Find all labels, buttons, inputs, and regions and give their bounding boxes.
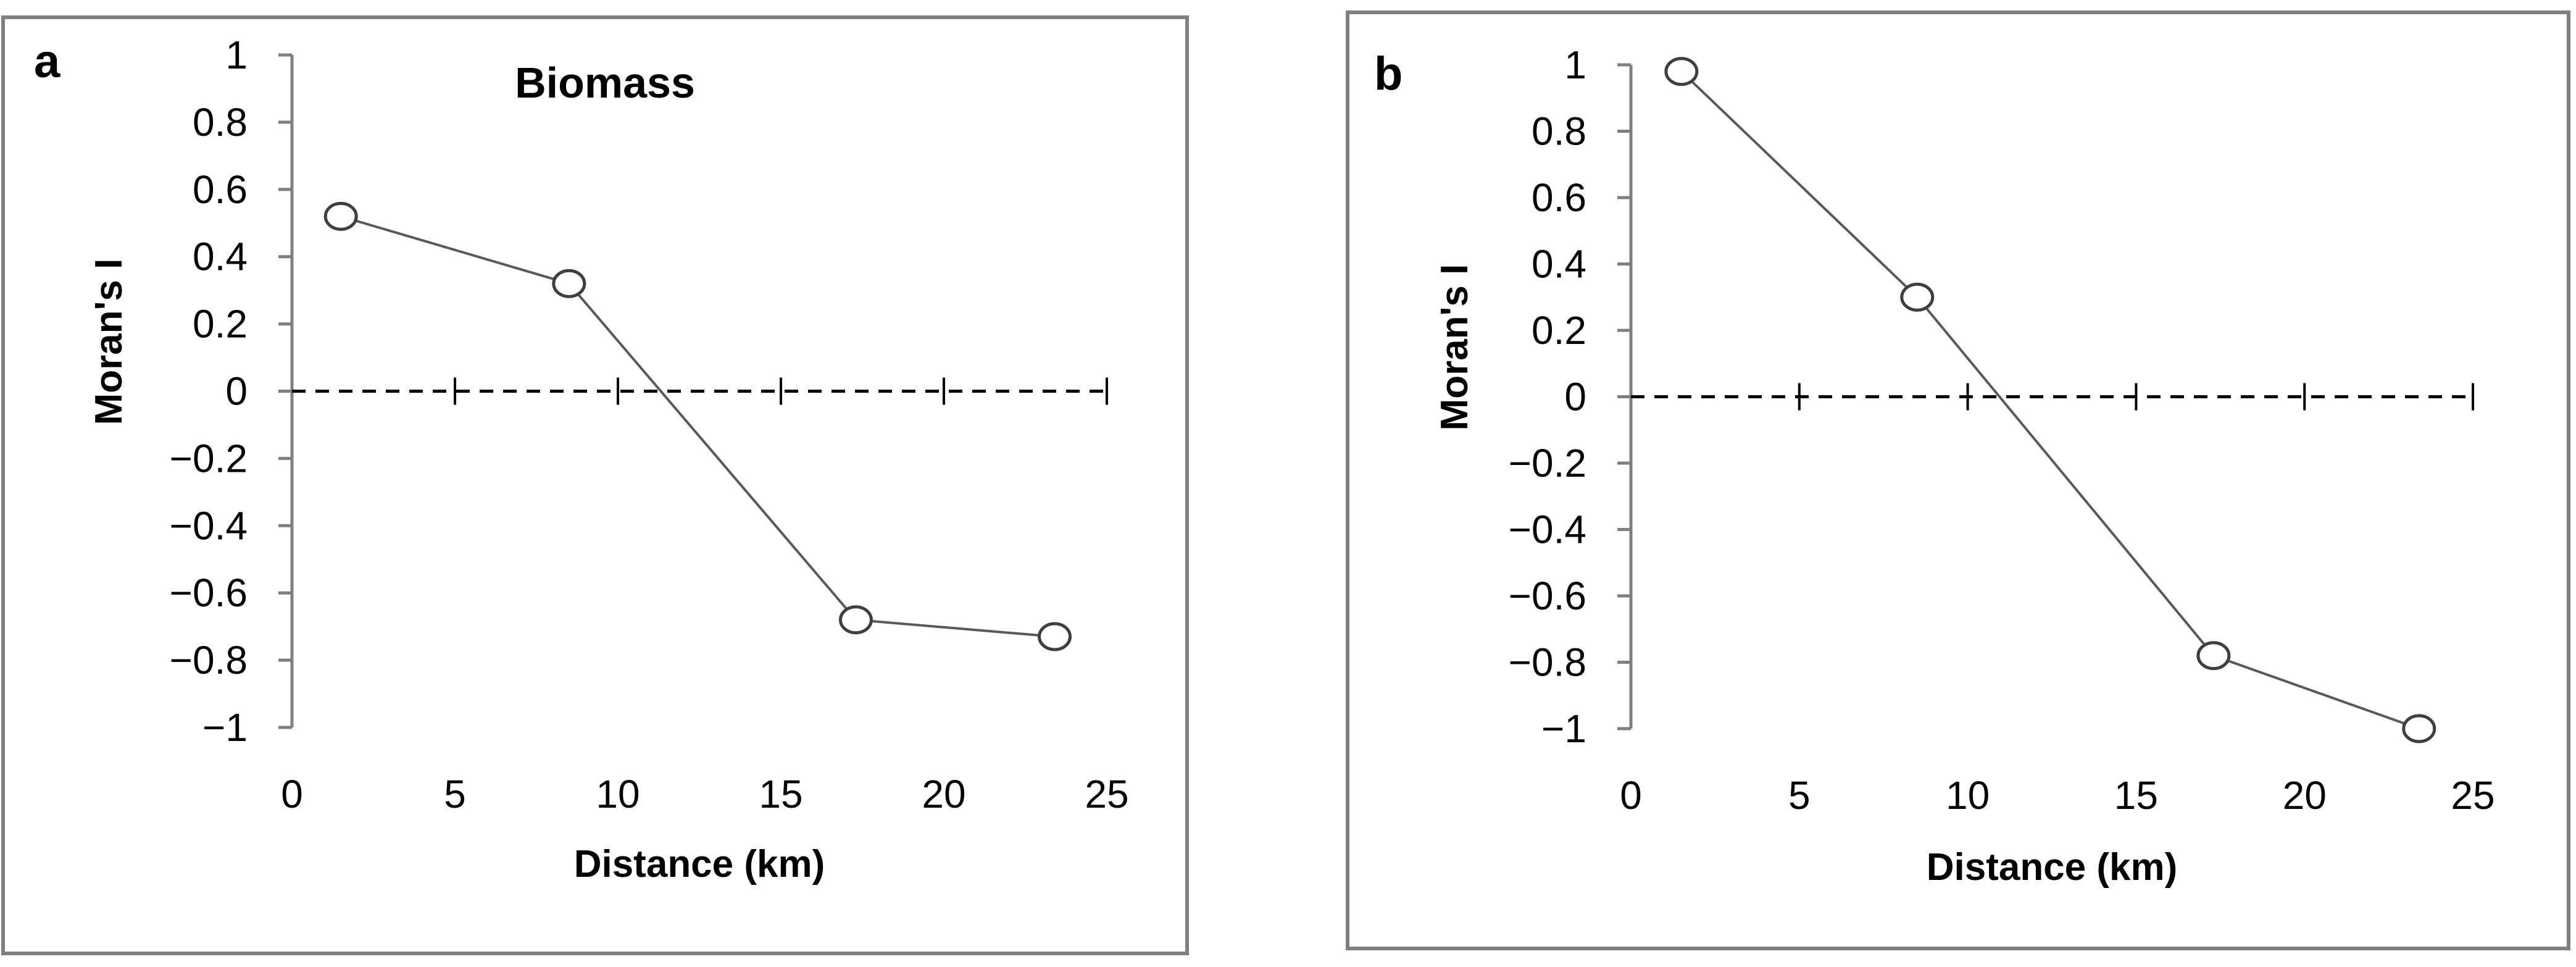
y-tick-label: 0.2 <box>193 302 248 346</box>
x-tick-label: 15 <box>2114 773 2158 818</box>
data-point <box>552 269 586 298</box>
panel-label: b <box>1374 48 1403 100</box>
y-tick-label: 0 <box>225 369 248 414</box>
panel-frame <box>1346 10 2570 950</box>
x-tick-label: 15 <box>759 772 802 816</box>
y-tick-label: 0.6 <box>193 167 248 212</box>
x-axis-title: Distance (km) <box>1927 846 2178 889</box>
data-point <box>323 201 358 231</box>
y-tick-label: −0.8 <box>170 638 248 682</box>
y-tick-label: 0.6 <box>1532 175 1586 220</box>
panel-frame <box>1 15 1189 955</box>
x-tick-label: 10 <box>1946 773 1990 818</box>
x-axis-title: Distance (km) <box>574 843 825 885</box>
y-tick-label: −1 <box>202 705 248 750</box>
x-tick-label: 25 <box>1085 772 1128 816</box>
chart-panel-b: 1 0.8 0.6 0.4 0.2 0 −0.2 −0.4 −0.6 −0.8 −1 0 5 10 15 20… <box>1346 10 2570 950</box>
y-tick-label: 0.8 <box>1532 109 1586 154</box>
x-tick-label: 20 <box>922 772 965 816</box>
panel-label: a <box>34 35 60 88</box>
data-point <box>2402 714 2436 743</box>
x-tick-label: 20 <box>2283 773 2327 818</box>
series-line <box>340 215 1055 638</box>
y-tick-label: −0.8 <box>1509 640 1586 685</box>
y-tick-label: 0 <box>1564 375 1586 419</box>
data-point <box>838 605 873 635</box>
chart-title: Biomass <box>515 59 695 107</box>
y-tick-label: 0.2 <box>1532 308 1586 353</box>
y-tick-label: −0.4 <box>1509 508 1586 552</box>
data-point <box>1900 282 1935 312</box>
series-line <box>1680 70 2420 730</box>
y-axis-title: Moran's I <box>1433 264 1476 431</box>
y-tick-label: −0.2 <box>170 436 248 480</box>
data-point <box>1664 57 1699 86</box>
x-tick-label: 0 <box>281 772 303 816</box>
y-tick-label: 1 <box>1564 43 1586 87</box>
x-tick-label: 5 <box>444 772 466 816</box>
y-tick-label: 1 <box>225 33 248 77</box>
y-tick-label: 0.8 <box>193 100 248 144</box>
x-tick-label: 0 <box>1620 773 1642 818</box>
x-tick-label: 5 <box>1788 773 1811 818</box>
x-tick-label: 10 <box>596 772 640 816</box>
data-point <box>1038 622 1072 651</box>
y-tick-label: −0.4 <box>170 503 248 548</box>
y-tick-label: −0.6 <box>1509 574 1586 618</box>
y-tick-label: 0.4 <box>1532 242 1586 287</box>
y-tick-label: 0.4 <box>193 235 248 279</box>
y-tick-label: −0.6 <box>170 571 248 615</box>
y-tick-label: −1 <box>1541 706 1586 751</box>
chart-panel-a: 1 0.8 0.6 0.4 0.2 0 −0.2 −0.4 −0.6 −0.8 −1 0 5 10 15 20… <box>1 15 1189 955</box>
x-tick-label: 25 <box>2451 773 2495 818</box>
y-axis-title: Moran's I <box>88 259 130 425</box>
y-tick-label: −0.2 <box>1509 441 1586 485</box>
data-point <box>2196 641 2231 671</box>
